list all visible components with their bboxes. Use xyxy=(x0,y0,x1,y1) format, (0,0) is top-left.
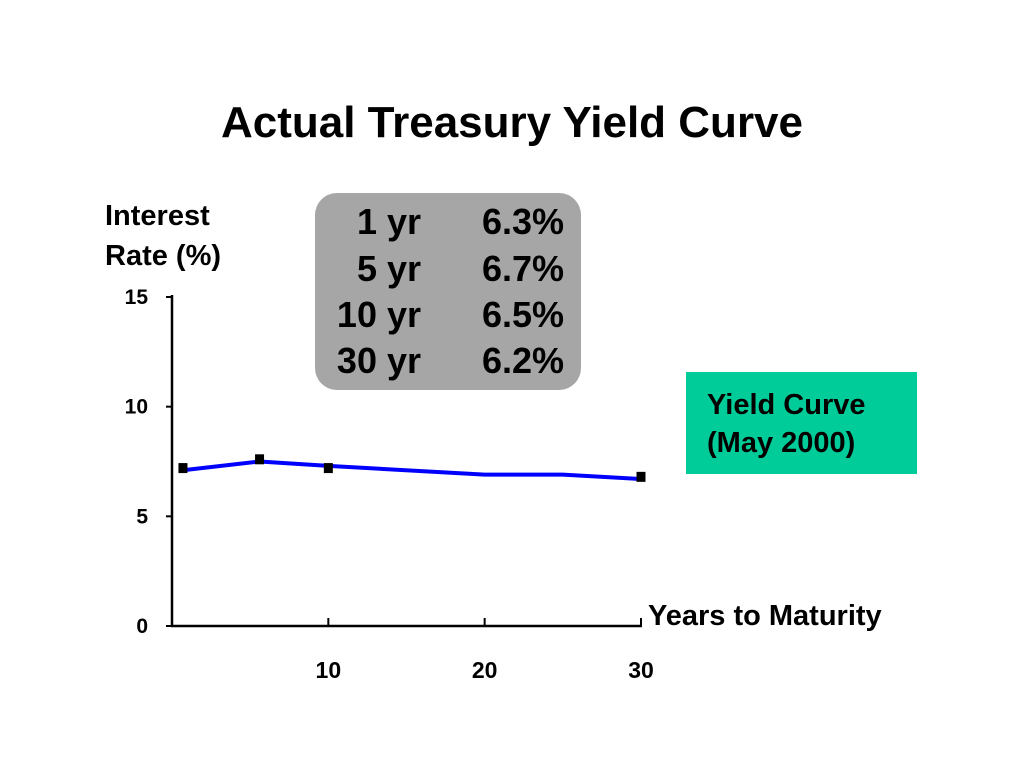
x-tick-label: 10 xyxy=(316,657,342,683)
y-tick-label: 0 xyxy=(136,615,148,638)
y-tick-label: 10 xyxy=(125,396,148,419)
x-tick-label: 30 xyxy=(628,657,654,683)
yield-maturity: 10 yr xyxy=(336,294,421,335)
yield-curve-line xyxy=(182,459,642,482)
yield-rate: 6.5% xyxy=(481,294,564,335)
yield-maturity: 30 yr xyxy=(336,340,421,381)
yield-rate: 6.7% xyxy=(481,248,564,289)
yield-curve-note: Yield Curve (May 2000) xyxy=(686,372,917,474)
data-point xyxy=(323,463,333,474)
yield-maturity: 1 yr xyxy=(356,201,421,242)
yield-table-box: 1 yr 6.3% 5 yr 6.7% 10 yr 6.5% 30 yr 6.2… xyxy=(315,193,581,390)
yield-row: 1 yr 6.3% xyxy=(315,201,581,249)
y-axis-label-line2: Rate (%) xyxy=(105,240,222,272)
yield-maturity: 5 yr xyxy=(356,248,421,289)
y-axis-label: Interest Rate (%) xyxy=(105,196,221,276)
data-point xyxy=(178,463,188,474)
yield-rate: 6.2% xyxy=(481,340,564,381)
data-point xyxy=(636,471,646,482)
yield-row: 30 yr 6.2% xyxy=(315,340,581,388)
y-tick-label: 15 xyxy=(125,286,149,309)
x-tick-label: 20 xyxy=(472,657,498,683)
yield-row: 10 yr 6.5% xyxy=(315,294,581,342)
note-line1: Yield Curve xyxy=(707,389,866,421)
yield-rate: 6.3% xyxy=(481,201,564,242)
chart-title: Actual Treasury Yield Curve xyxy=(220,98,804,147)
x-axis-label: Years to Maturity xyxy=(648,600,882,632)
y-tick-label: 5 xyxy=(136,505,148,528)
yield-row: 5 yr 6.7% xyxy=(315,248,581,296)
data-point xyxy=(255,454,265,465)
note-line2: (May 2000) xyxy=(707,427,856,459)
y-axis-label-line1: Interest xyxy=(105,200,210,232)
